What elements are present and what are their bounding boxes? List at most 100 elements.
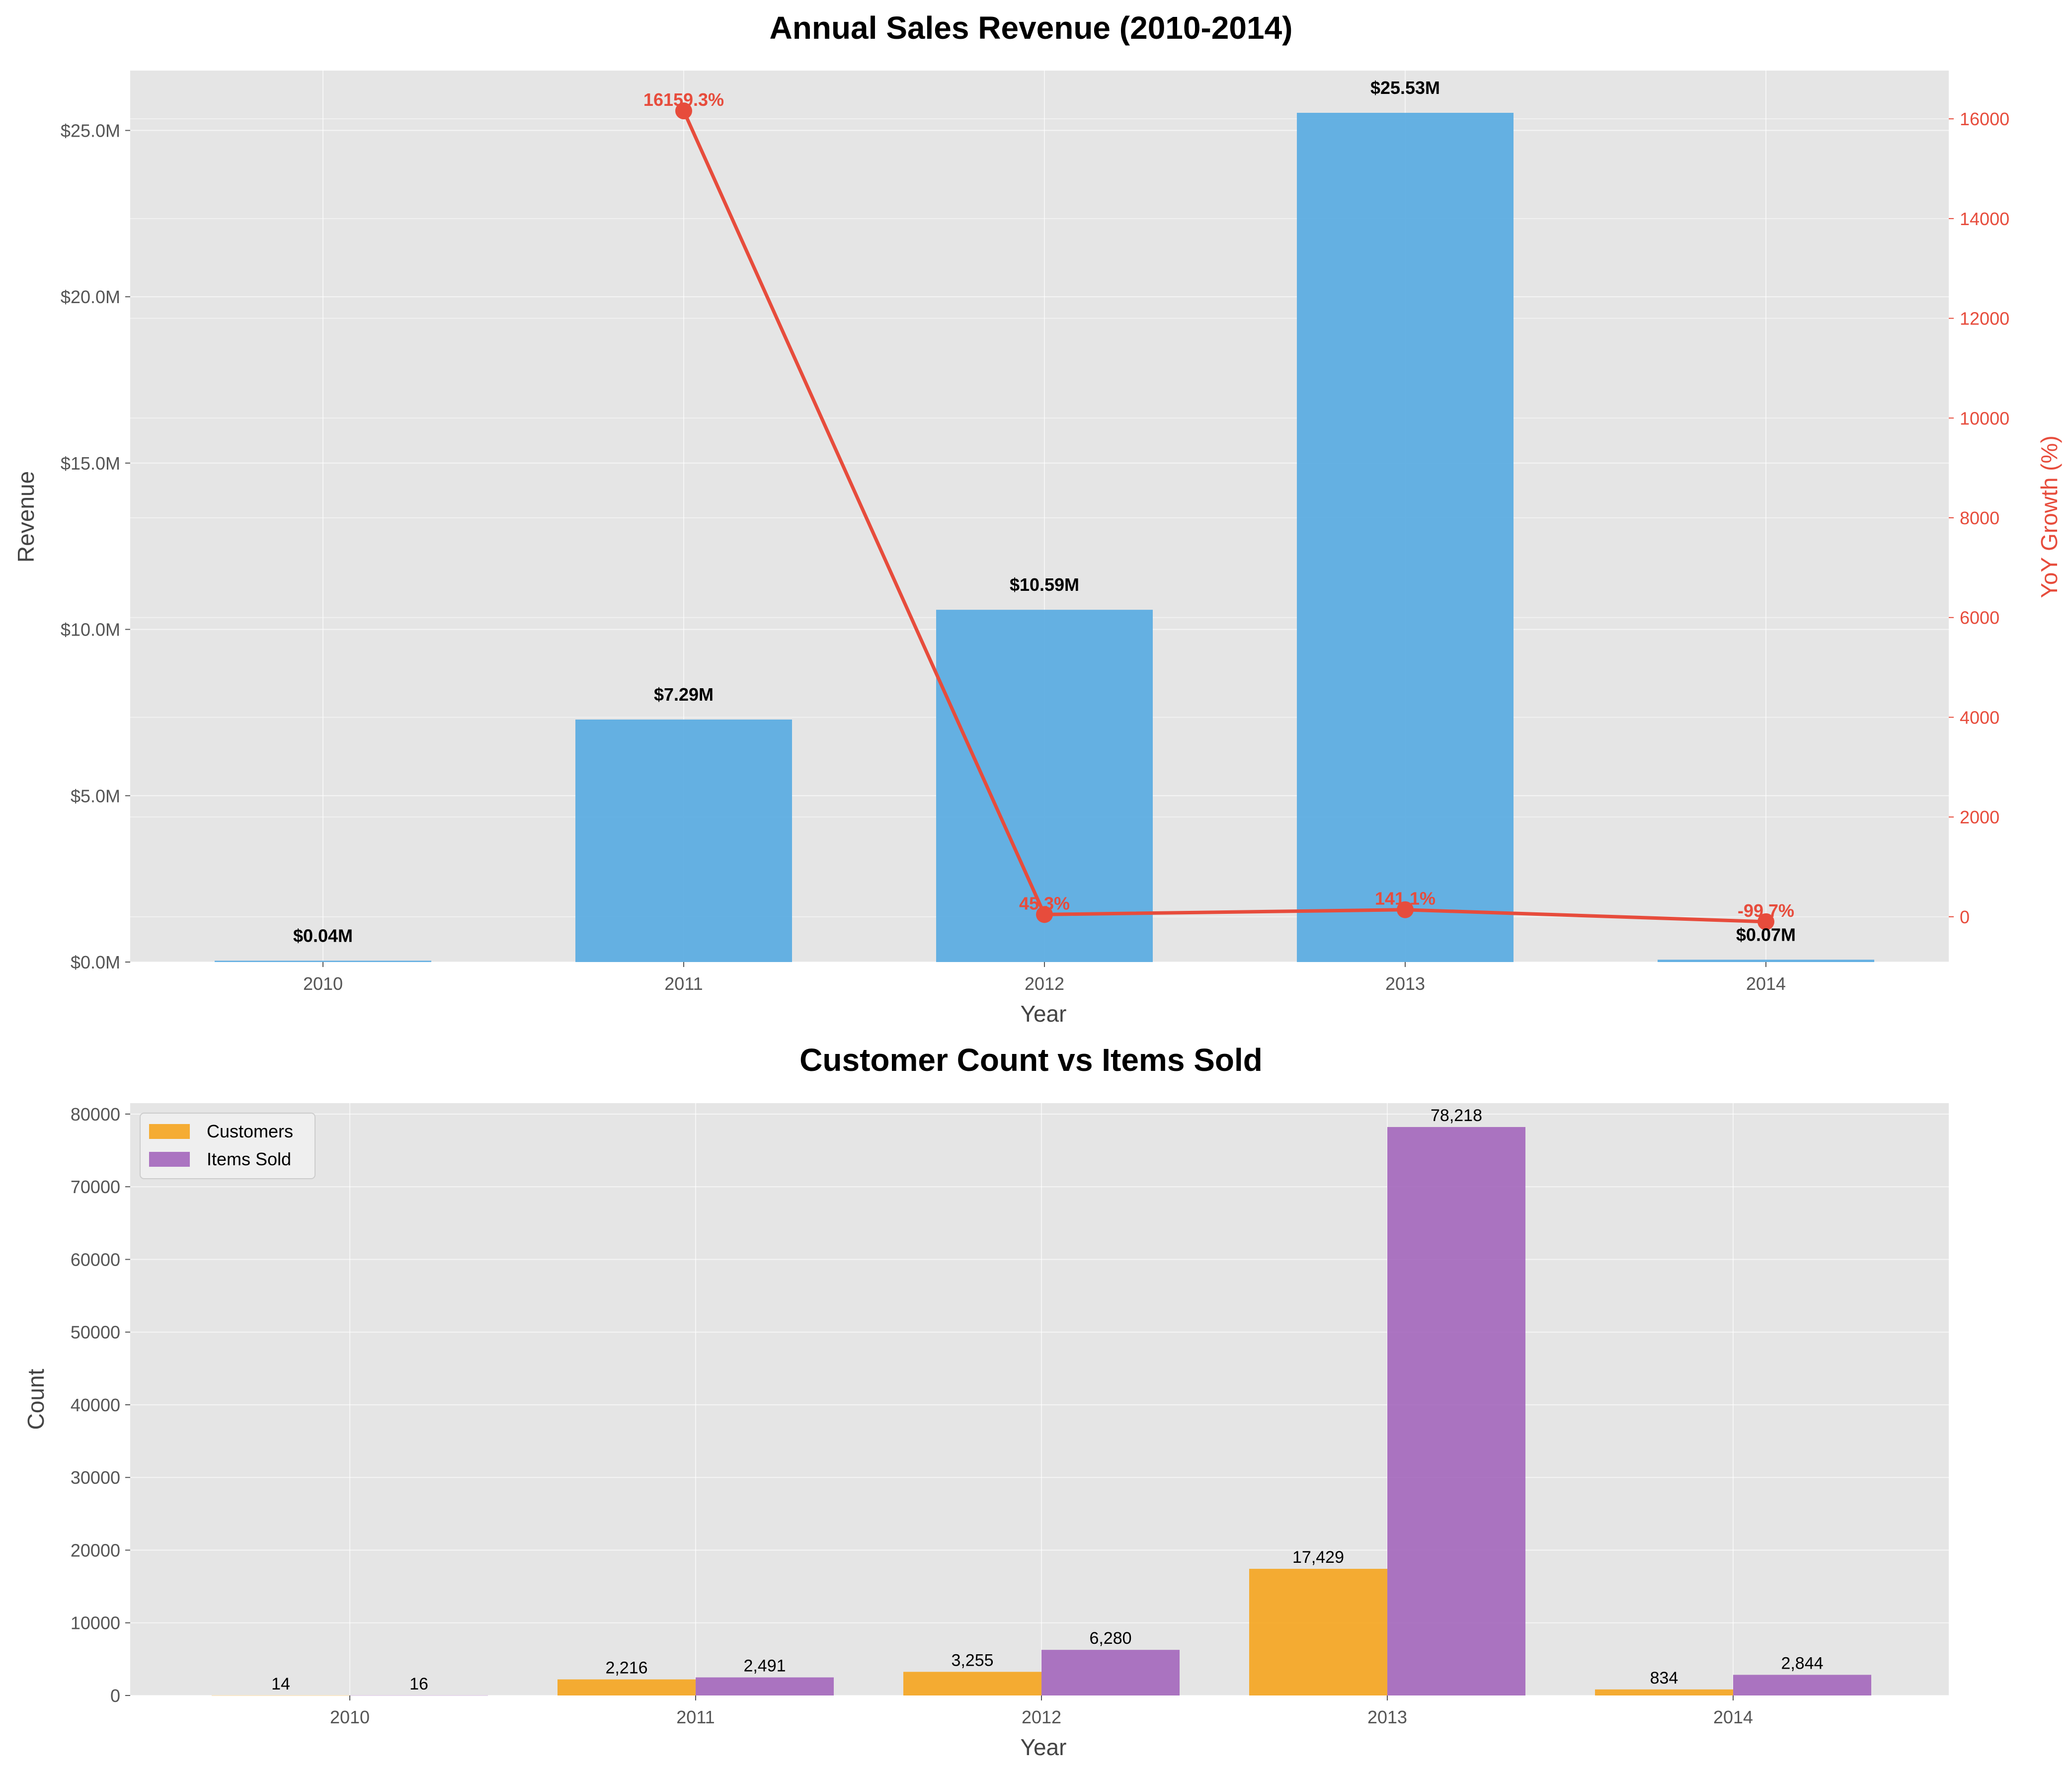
revenue-bar	[1658, 960, 1874, 962]
revenue-x-axis-label: Year	[1021, 1001, 1067, 1027]
y-tick-label: 80000	[71, 1104, 120, 1125]
x-tick-label: 2010	[303, 973, 343, 994]
y-tick-label: 70000	[71, 1177, 120, 1197]
revenue-y-axis-label: Revenue	[13, 471, 39, 563]
y-tick-label: $10.0M	[61, 620, 120, 640]
customers-items-chart-title: Customer Count vs Items Sold	[799, 1042, 1263, 1078]
customers-items-chart: Customer Count vs Items Sold 0 10000 20000…	[23, 1042, 1949, 1760]
growth-point-label: 141.1%	[1375, 888, 1435, 909]
y2-tick-label: 12000	[1960, 309, 2009, 329]
y-tick-label: 20000	[71, 1540, 120, 1560]
customers-items-bars	[212, 1127, 1871, 1696]
customers-items-grid	[130, 1103, 1949, 1696]
y-tick-label: $0.0M	[71, 952, 120, 972]
revenue-value-labels: $0.04M $7.29M $10.59M $25.53M $0.07M 16159.3%…	[293, 78, 1796, 946]
y2-tick-label: 6000	[1960, 608, 1999, 628]
y-tick-label: 40000	[71, 1395, 120, 1415]
growth-line-path	[682, 110, 1766, 924]
growth-point	[1397, 901, 1414, 918]
legend-swatch-customers	[149, 1124, 190, 1139]
y2-tick-label: 8000	[1960, 508, 1999, 528]
y-tick-label: $25.0M	[61, 120, 120, 141]
customers-items-y-axis-label: Count	[23, 1369, 49, 1430]
customers-bar-label: 3,255	[951, 1651, 993, 1670]
growth-point-label: -99.7%	[1738, 900, 1794, 921]
customers-bar	[212, 1695, 350, 1696]
items-sold-bar-label: 2,491	[743, 1657, 786, 1676]
items-sold-bar	[1387, 1127, 1525, 1695]
x-tick-label: 2011	[664, 973, 703, 994]
y2-tick-label: 14000	[1960, 209, 2009, 229]
revenue-bar-label: $0.04M	[293, 925, 353, 946]
y-tick-label: 50000	[71, 1322, 120, 1343]
items-sold-bar-label: 2,844	[1781, 1654, 1823, 1673]
y2-tick-label: 4000	[1960, 707, 1999, 727]
x-tick-label: 2011	[676, 1707, 715, 1727]
revenue-bars	[215, 113, 1874, 963]
y2-tick-label: 0	[1960, 907, 1970, 927]
revenue-y-ticks: $0.0M $5.0M $10.0M $15.0M $20.0M $25.0M	[61, 120, 130, 972]
customers-bar-label: 17,429	[1292, 1548, 1344, 1567]
x-tick-label: 2012	[1022, 1707, 1061, 1727]
items-sold-bar-label: 78,218	[1431, 1106, 1482, 1125]
items-sold-bar	[1041, 1650, 1180, 1695]
growth-point-label: 16159.3%	[643, 89, 724, 110]
customers-bar	[903, 1672, 1041, 1695]
growth-point	[675, 102, 692, 120]
customers-bar	[1249, 1569, 1387, 1695]
items-sold-bar	[696, 1677, 834, 1695]
revenue-bar-label: $0.07M	[1736, 924, 1796, 945]
revenue-bar-label: $10.59M	[1010, 574, 1079, 595]
y-tick-label: $5.0M	[71, 786, 120, 806]
revenue-bar	[575, 720, 792, 962]
revenue-x-ticks: 2010 2011 2012 2013 2014	[303, 962, 1786, 994]
items-sold-bar	[350, 1695, 488, 1696]
legend: Customers Items Sold	[140, 1113, 316, 1179]
x-tick-label: 2014	[1713, 1707, 1753, 1727]
items-sold-bar	[1733, 1675, 1871, 1695]
items-sold-bar-label: 16	[409, 1675, 428, 1693]
customers-items-x-ticks: 2010 2011 2012 2013 2014	[330, 1695, 1753, 1727]
x-tick-label: 2014	[1746, 973, 1786, 994]
legend-swatch-items-sold	[149, 1152, 190, 1167]
customers-items-plot-area	[130, 1103, 1949, 1695]
customers-bar-label: 14	[271, 1675, 290, 1693]
revenue-bar-label: $7.29M	[654, 684, 714, 705]
y-tick-label: 60000	[71, 1249, 120, 1270]
growth-point-label: 45.3%	[1019, 893, 1070, 913]
revenue-chart-title: Annual Sales Revenue (2010-2014)	[770, 10, 1293, 46]
y2-tick-label: 10000	[1960, 408, 2009, 428]
revenue-bar	[1297, 113, 1514, 963]
legend-label-customers: Customers	[207, 1121, 293, 1141]
x-tick-label: 2013	[1367, 1707, 1407, 1727]
y-tick-label: 30000	[71, 1467, 120, 1488]
customers-items-y-ticks: 0 10000 20000 30000 40000 50000 60000 70000 8000…	[71, 1104, 130, 1706]
y-tick-label: 10000	[71, 1613, 120, 1633]
legend-label-items-sold: Items Sold	[207, 1149, 291, 1169]
growth-line	[675, 102, 1774, 930]
x-tick-label: 2010	[330, 1707, 370, 1727]
items-sold-bar-label: 6,280	[1089, 1629, 1131, 1648]
customers-items-value-labels: 14 2,216 3,255 17,429 834 16 2,491 6,280 78,218 2…	[271, 1106, 1823, 1693]
customers-bar-label: 834	[1650, 1669, 1678, 1688]
customers-bar-label: 2,216	[605, 1659, 647, 1678]
growth-point	[1036, 906, 1053, 923]
y-tick-label: $15.0M	[61, 453, 120, 474]
revenue-bar	[215, 961, 431, 962]
revenue-chart: Annual Sales Revenue (2010-2014) $0.0M $5…	[13, 10, 2062, 1027]
y-tick-label: 0	[110, 1686, 120, 1706]
revenue-bar	[936, 610, 1153, 962]
y2-tick-label: 2000	[1960, 807, 1999, 827]
revenue-bar-label: $25.53M	[1370, 78, 1440, 98]
growth-y-axis-label: YoY Growth (%)	[2036, 435, 2062, 598]
y-tick-label: $20.0M	[61, 287, 120, 307]
x-tick-label: 2013	[1385, 973, 1425, 994]
x-tick-label: 2012	[1025, 973, 1064, 994]
y2-tick-label: 16000	[1960, 109, 2009, 129]
growth-y-ticks: 0 2000 4000 6000 8000 10000 12000 14000 16000	[1949, 109, 2009, 927]
customers-items-x-axis-label: Year	[1021, 1734, 1067, 1760]
customers-bar	[1595, 1689, 1733, 1695]
customers-bar	[558, 1679, 696, 1695]
growth-point	[1757, 913, 1774, 930]
